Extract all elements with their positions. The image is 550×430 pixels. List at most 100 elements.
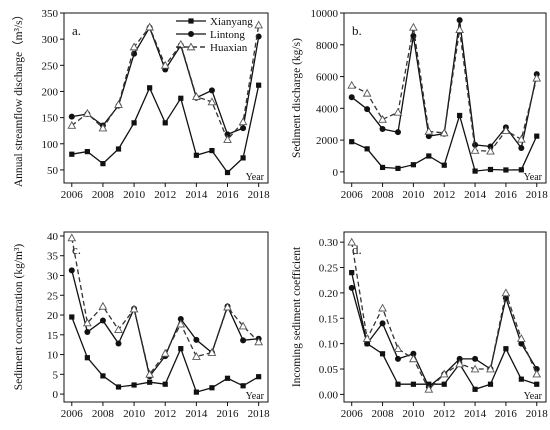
y-tick-label: 20 [47,310,59,322]
data-point [424,384,434,393]
data-point [145,369,155,378]
x-tick-label: 2006 [341,189,364,201]
x-tick-label: 2018 [248,408,271,420]
y-axis-label: Sediment concentration (kg/m³) [13,244,25,391]
data-point [238,321,248,330]
y-axis-label: Annual streamflow discharge（m³/s） [12,9,25,187]
data-point [147,379,153,385]
series-xianyang [349,269,540,392]
x-tick-label: 2016 [495,408,518,420]
data-point [115,340,122,347]
data-point [518,340,525,347]
data-point [145,22,155,31]
x-axis-label: Year [246,391,265,402]
x-tick-label: 2016 [495,189,518,201]
y-tick-label: 200 [42,86,59,98]
data-point [147,85,153,91]
plot-frame [63,231,269,403]
x-tick-label: 2012 [154,189,176,201]
y-tick-label: 0.25 [319,263,339,275]
series-line [71,270,259,378]
data-point [82,108,92,117]
data-point [348,94,355,101]
x-tick-label: 2010 [402,189,425,201]
y-tick-label: 0 [53,389,59,401]
y-tick-label: 50 [47,165,59,177]
data-point [256,374,262,380]
data-point [456,17,463,24]
y-axis-label: Sediment discharge (kg/s) [291,38,303,158]
data-point [503,167,509,173]
data-point [532,73,542,82]
y-tick-label: 2000 [316,135,339,147]
data-point [518,376,524,382]
chart-panel-3: 2006 2008 2010 2012 2014 2016 2018 0 5 10 15 20 25 30… [13,231,270,420]
y-tick-label: 0 [333,167,339,179]
data-point [424,126,434,135]
y-tick-label: 0.05 [319,364,339,376]
data-point [176,319,186,328]
data-point [410,381,416,387]
data-point [115,384,122,390]
data-point [470,145,480,154]
data-point [223,135,232,143]
legend-marker [186,42,196,51]
plot-frame [343,12,547,184]
data-point [207,97,217,106]
data-point [84,329,91,336]
data-point [193,152,199,158]
panel-label: a. [72,23,81,38]
data-point [100,161,106,167]
data-point [472,386,478,392]
data-point [394,129,401,136]
data-point [379,351,386,357]
y-tick-label: 30 [47,270,59,282]
data-point [394,355,401,362]
y-tick-label: 5 [53,369,59,381]
x-tick-label: 2014 [185,189,208,201]
data-point [223,302,232,311]
data-point [254,20,264,29]
y-tick-label: 0.10 [319,339,339,351]
data-point [162,381,168,387]
series-line [71,85,260,174]
series-huaxian [67,20,264,143]
panel-label: c. [72,242,81,257]
y-axis-label: Incoming sediment coefficient [291,246,303,387]
data-point [256,82,262,88]
x-tick-label: 2012 [154,408,176,420]
data-point [208,87,215,94]
legend-marker [188,18,194,24]
data-point [224,169,231,176]
data-point [378,114,387,123]
data-point [516,134,526,143]
data-point [439,369,449,378]
data-point [98,301,108,310]
data-point [207,348,217,356]
x-tick-label: 2016 [217,189,240,201]
data-point [516,334,526,342]
data-point [160,348,170,357]
data-point [426,153,432,159]
panel-label: d. [352,242,362,257]
data-point [160,60,170,69]
x-tick-label: 2010 [123,408,146,420]
chart-panel-2: 2006 2008 2010 2012 2014 2016 2018 0 2000 4000 600… [291,8,548,201]
data-point [439,128,449,137]
y-tick-label: 300 [42,34,59,46]
x-tick-label: 2010 [123,189,146,201]
chart-panel-4: 2006 2008 2010 2012 2014 2016 2018 0.00 0.05 0.10… [291,231,548,420]
legend-label: Xianyang [210,16,253,28]
data-point [364,146,370,152]
x-tick-label: 2018 [248,189,271,201]
data-point [470,364,480,373]
x-tick-label: 2010 [402,408,425,420]
x-axis-label: Year [524,391,543,402]
data-point [455,25,465,34]
data-point [347,80,357,89]
y-tick-label: 350 [42,8,59,20]
data-point [410,350,417,357]
data-point [501,126,511,134]
series-huaxian [67,233,264,378]
series-xianyang [69,314,262,395]
